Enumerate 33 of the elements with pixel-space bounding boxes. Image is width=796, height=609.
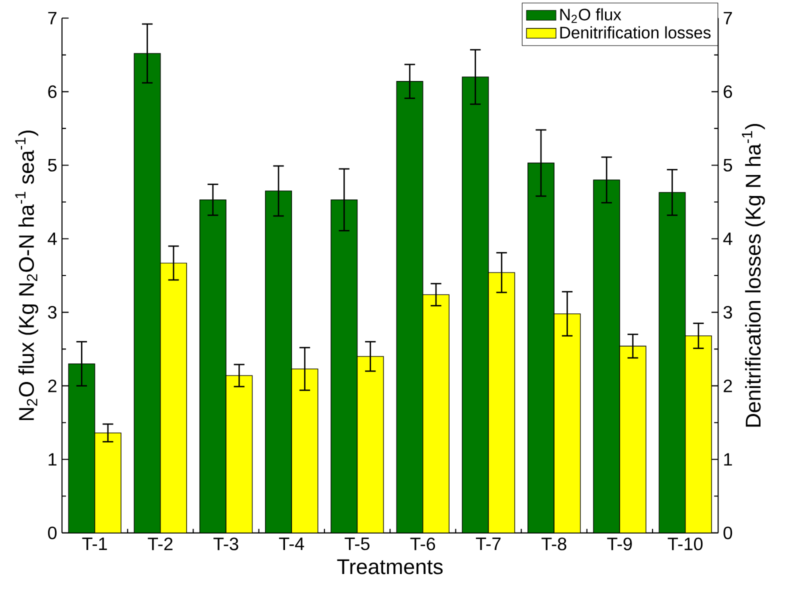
y-tick-label: 5 — [48, 159, 57, 172]
y2-tick-label: 2 — [724, 380, 732, 392]
legend-label: N$_{2}$O flux — [560, 8, 622, 23]
x-tick-label: T-10 — [668, 538, 703, 550]
x-tick-label: T-8 — [542, 538, 566, 550]
y2-tick-label: 4 — [723, 232, 732, 245]
legend-label: Denitrification losses — [560, 26, 711, 39]
x-tick-label: T-4 — [279, 538, 304, 550]
x-tick-label: T-2 — [148, 538, 172, 550]
y2-tick-label: 7 — [724, 12, 732, 24]
x-tick-label: T-7 — [476, 538, 501, 550]
x-tick-label: T-3 — [213, 538, 238, 550]
x-tick-label: T-9 — [607, 538, 632, 550]
x-tick-label: T-5 — [344, 538, 370, 550]
y2-tick-label: 0 — [724, 526, 732, 540]
y-tick-label: 4 — [48, 232, 57, 245]
bar — [265, 190, 292, 533]
y-tick-label: 2 — [48, 380, 56, 392]
x-axis-title: Treatments — [337, 559, 443, 574]
y2-axis-title: Denitrification losses (Kg N ha$^{-1}$) — [742, 124, 765, 427]
text: N$_{2}$O flux (Kg N$_{2}$O-N ha$^{-1}$ sea$^{-1}$) — [15, 130, 38, 420]
y2-tick-label: 1 — [724, 453, 732, 466]
y-tick-label: 0 — [48, 526, 57, 540]
y-tick-label: 3 — [48, 306, 57, 319]
y2-tick-label: 6 — [724, 85, 732, 98]
y-tick-label: 1 — [48, 453, 56, 466]
y-tick-label: 6 — [48, 85, 57, 98]
bar — [199, 199, 226, 533]
x-tick-label: T-6 — [410, 538, 436, 550]
y-tick-label: 7 — [48, 12, 56, 24]
x-tick-label: T-1 — [82, 538, 107, 550]
y2-tick-label: 5 — [724, 159, 732, 172]
y2-tick-label: 3 — [724, 306, 732, 319]
